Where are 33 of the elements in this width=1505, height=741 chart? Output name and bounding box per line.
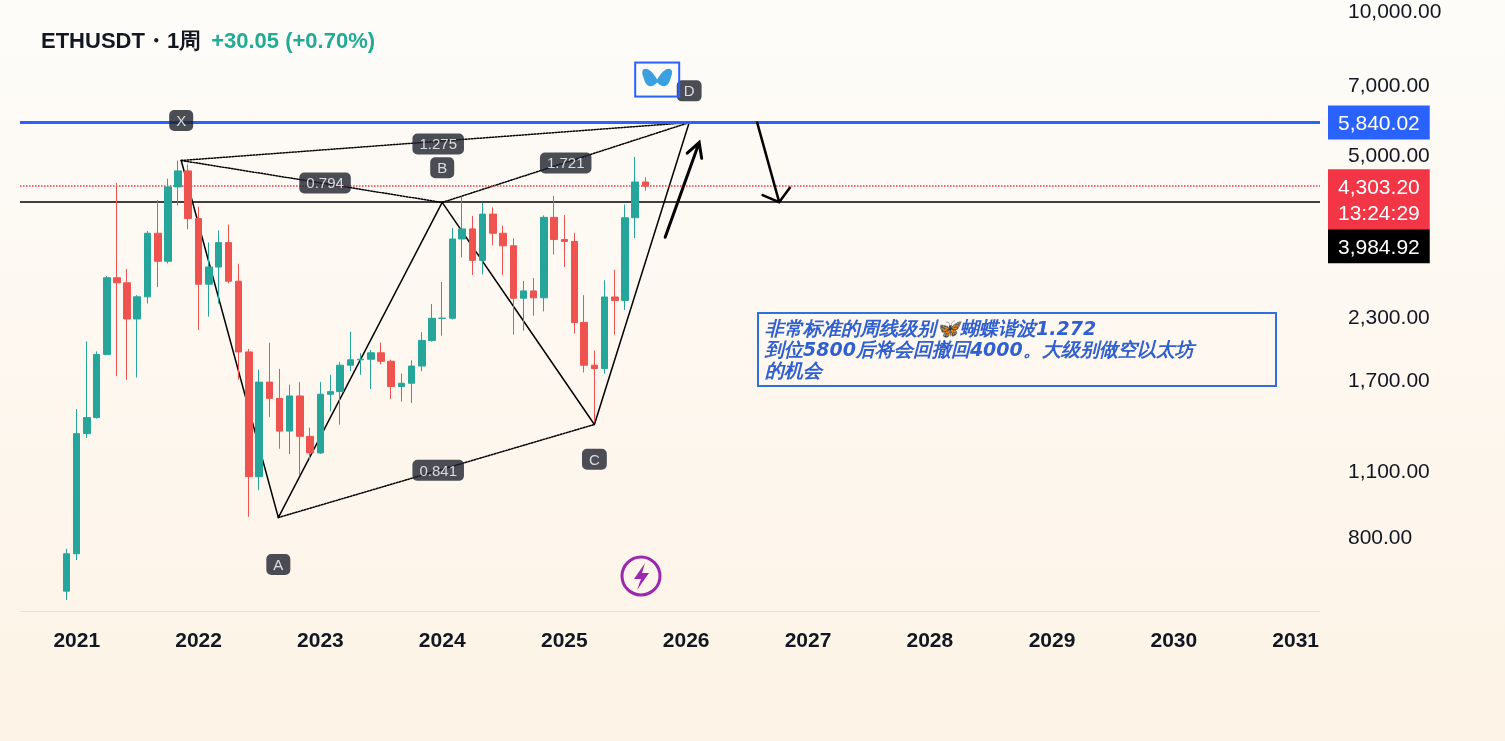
ref-line-label: 5,840.02 xyxy=(1338,111,1420,135)
text: ETHUSDT・1周 xyxy=(41,27,202,53)
y-tick-label: 2,300.00 xyxy=(1348,305,1430,329)
x-tick-label: 2021 xyxy=(53,628,101,651)
annotation: C xyxy=(588,450,600,468)
y-tick-label: 5,000.00 xyxy=(1348,143,1430,167)
x-tick-label: 2027 xyxy=(784,628,832,651)
y-tick-label: 1,100.00 xyxy=(1348,458,1430,482)
x-tick-label: 2022 xyxy=(175,628,222,651)
x-tick-label: 2028 xyxy=(906,628,954,651)
y-tick-label: 800.00 xyxy=(1348,525,1413,549)
x-tick-label: 2024 xyxy=(418,628,466,651)
annotation: 0.794 xyxy=(306,174,344,192)
y-tick-label: 1,700.00 xyxy=(1348,368,1430,392)
y-tick-label: 10,000.00 xyxy=(1348,0,1442,22)
x-tick-label: 2029 xyxy=(1028,628,1076,651)
y-tick-label: 7,000.00 xyxy=(1348,73,1430,97)
annotation: 1.721 xyxy=(546,154,585,172)
annotation: A xyxy=(273,556,284,574)
x-tick-label: 2025 xyxy=(541,628,589,651)
text: +30.05 (+0.70%) xyxy=(211,27,376,53)
annotation: 1.275 xyxy=(419,135,457,153)
annotation: 0.841 xyxy=(419,461,457,479)
ref-line-label: 3,984.92 xyxy=(1338,234,1420,258)
annotation: B xyxy=(437,159,448,177)
x-tick-label: 2023 xyxy=(297,628,344,651)
ref-line-label: 4,303.20 13:24:29 xyxy=(1338,174,1420,224)
x-tick-label: 2031 xyxy=(1272,628,1320,651)
annotation: X xyxy=(176,111,187,129)
annotation: D xyxy=(683,82,695,100)
annotation: 非常标准的周线级别🦋蝴蝶谐波1.272 到位5800后将会回撤回4000。大级别做空以太坊的机会 xyxy=(757,312,1277,387)
x-tick-label: 2030 xyxy=(1150,628,1198,651)
x-tick-label: 2026 xyxy=(662,628,710,651)
